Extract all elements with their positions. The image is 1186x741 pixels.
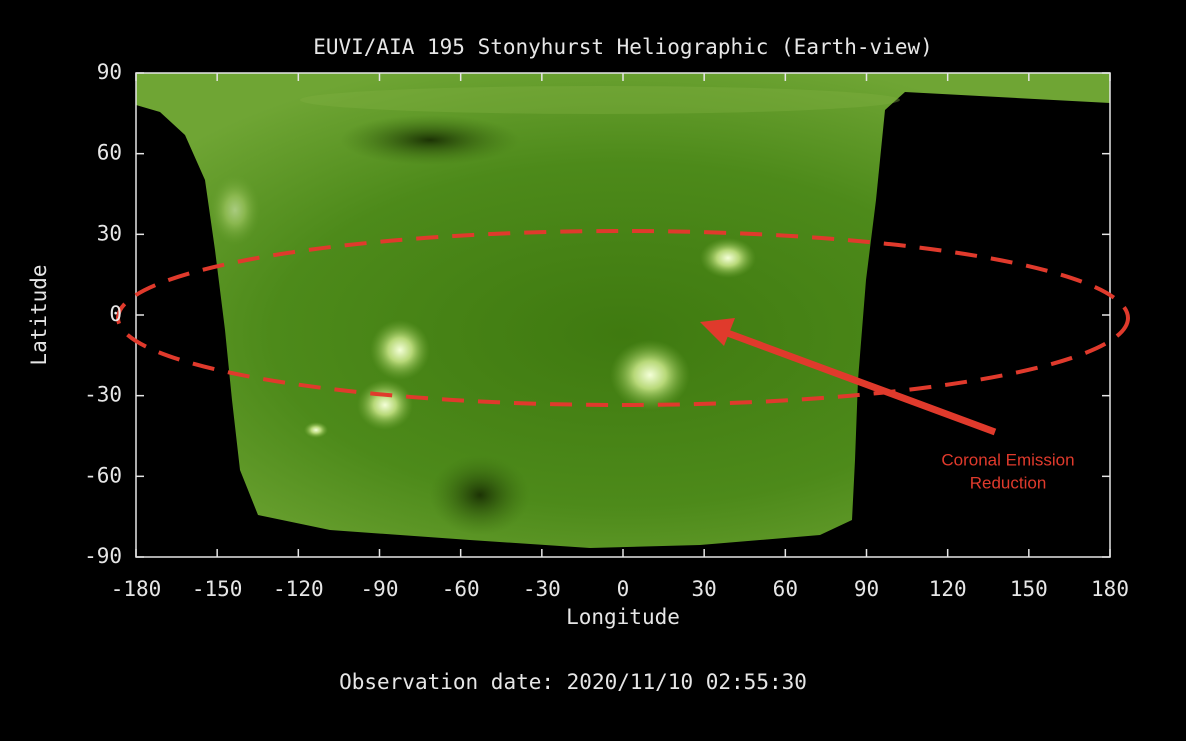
x-tick-label: 90 (854, 577, 879, 601)
x-tick-label: 150 (1010, 577, 1048, 601)
x-tick-label: 30 (692, 577, 717, 601)
footer: Observation date: 2020/11/10 02:55:30 (339, 670, 807, 694)
x-tick-label: -120 (273, 577, 324, 601)
y-axis-label: Latitude (27, 264, 51, 365)
annotation: Coronal Emission (941, 450, 1074, 469)
x-tick-label: 180 (1091, 577, 1129, 601)
x-tick-label: 0 (617, 577, 630, 601)
y-tick-label: -90 (84, 544, 122, 568)
x-axis-label: Longitude (566, 605, 680, 629)
y-tick-label: 90 (97, 60, 122, 84)
x-tick-label: 60 (773, 577, 798, 601)
y-tick-label: -60 (84, 463, 122, 487)
solar-map (136, 73, 1110, 548)
y-tick-label: 60 (97, 141, 122, 165)
x-tick-label: -180 (111, 577, 162, 601)
chart-title: EUVI/AIA 195 Stonyhurst Heliographic (Ea… (313, 35, 933, 59)
y-tick-label: -30 (84, 383, 122, 407)
x-tick-label: -150 (192, 577, 243, 601)
x-tick-label: -90 (361, 577, 399, 601)
x-tick-label: -60 (442, 577, 480, 601)
annotation: Reduction (970, 473, 1047, 492)
highlight-ellipse (116, 229, 1130, 407)
arrow-head (700, 318, 735, 346)
arrow-shaft (720, 327, 997, 436)
y-tick-label: 30 (97, 221, 122, 245)
x-tick-label: 120 (929, 577, 967, 601)
x-tick-label: -30 (523, 577, 561, 601)
y-tick-label: 0 (109, 302, 122, 326)
